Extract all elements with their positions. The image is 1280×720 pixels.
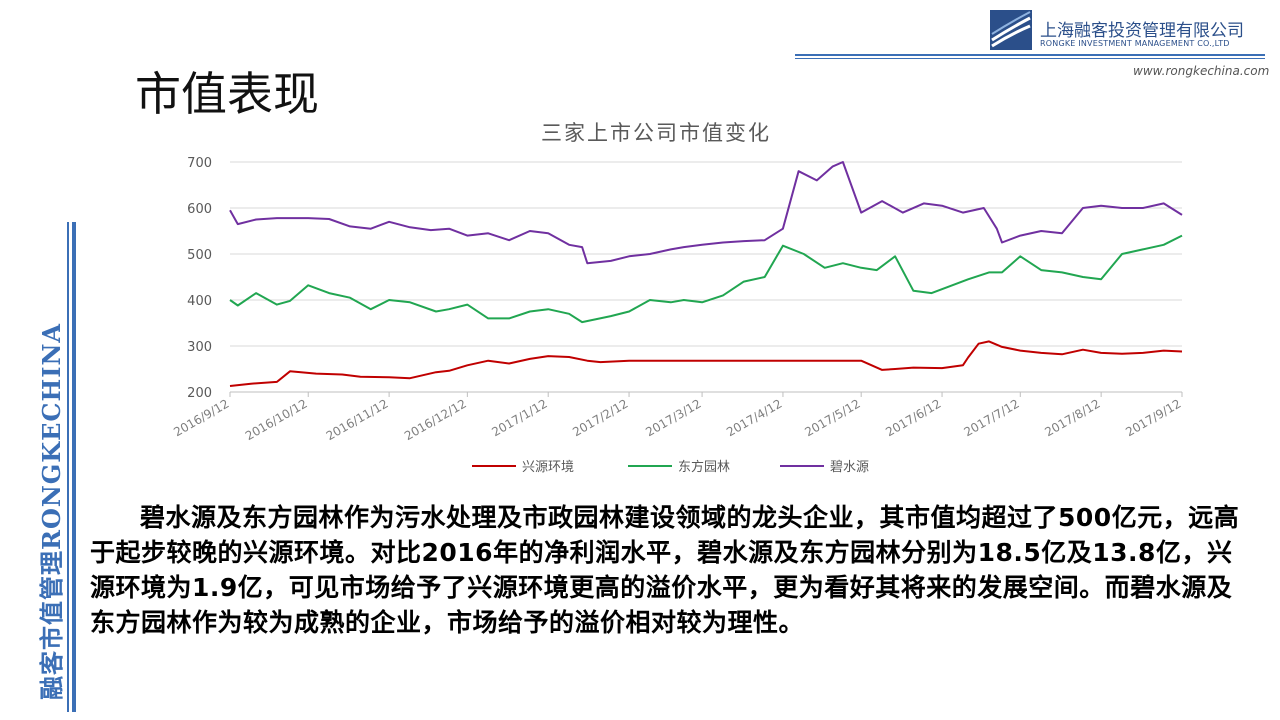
- y-tick-label-400: 400: [187, 294, 212, 309]
- y-tick-label-500: 500: [187, 248, 212, 263]
- side-rule-thin: [67, 222, 69, 712]
- legend-label-2: 碧水源: [830, 460, 869, 475]
- side-label: 融客市值管理RONGKECHINA: [37, 323, 66, 700]
- website-link[interactable]: www.rongkechina.com: [1133, 64, 1270, 78]
- x-tick-label-5: 2017/2/12: [570, 396, 630, 439]
- x-tick-label-11: 2017/8/12: [1042, 396, 1102, 439]
- x-tick-label-7: 2017/4/12: [724, 396, 784, 439]
- y-tick-label-700: 700: [187, 156, 212, 171]
- body-paragraph: 碧水源及东方园林作为污水处理及市政园林建设领域的龙头企业，其市值均超过了500亿…: [90, 503, 1240, 637]
- series-line-2: [229, 161, 1183, 265]
- y-tick-label-200: 200: [187, 386, 212, 401]
- series-line-0: [229, 340, 1183, 387]
- y-tick-label-600: 600: [187, 202, 212, 217]
- y-tick-label-300: 300: [187, 340, 212, 355]
- x-tick-label-8: 2017/5/12: [802, 396, 862, 439]
- x-tick-label-1: 2016/10/12: [243, 396, 310, 443]
- company-name-cn: 上海融客投资管理有限公司: [1040, 21, 1244, 41]
- legend-label-1: 东方园林: [678, 459, 730, 475]
- series-line-1: [229, 234, 1183, 324]
- header-rule-thick: [795, 54, 1265, 56]
- company-logo: [990, 10, 1032, 50]
- x-tick-label-0: 2016/9/12: [171, 396, 231, 439]
- x-tick-label-6: 2017/3/12: [643, 396, 703, 439]
- x-tick-label-3: 2016/12/12: [402, 396, 469, 443]
- header-rule-thin: [795, 58, 1265, 59]
- x-tick-label-9: 2017/6/12: [883, 396, 943, 439]
- x-tick-label-2: 2016/11/12: [324, 396, 391, 443]
- side-rule-thick: [72, 222, 76, 712]
- page-title: 市值表现: [135, 67, 319, 121]
- x-tick-label-4: 2017/1/12: [489, 396, 549, 439]
- company-name-en: RONGKE INVESTMENT MANAGEMENT CO.,LTD: [1040, 39, 1230, 48]
- chart-title: 三家上市公司市值变化: [541, 121, 771, 145]
- x-tick-label-10: 2017/7/12: [962, 396, 1022, 439]
- x-tick-label-12: 2017/9/12: [1123, 396, 1183, 439]
- legend-label-0: 兴源环境: [522, 460, 574, 475]
- market-cap-chart: 三家上市公司市值变化 200 300 400 500 600 700 2016/9/12 201…: [171, 121, 1183, 475]
